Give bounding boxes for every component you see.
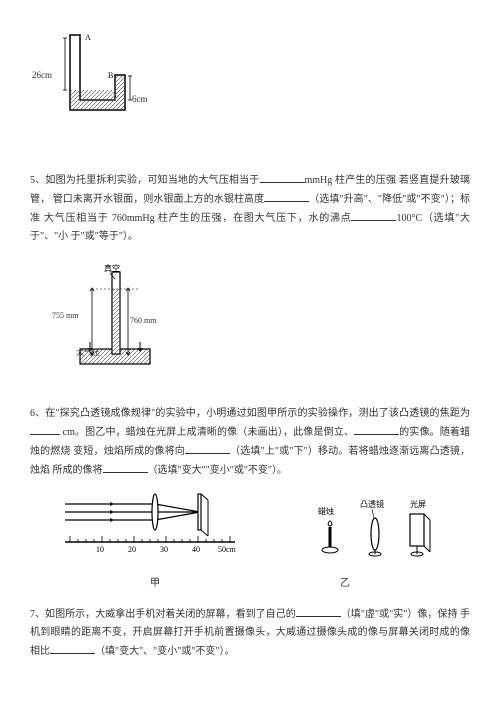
candle-label: 蜡烛 bbox=[318, 506, 334, 516]
q6-text-1: 6、在"探究凸透镜成像规律"的实验中，小明通过如图甲所示的实验操作，测出了该凸透… bbox=[30, 408, 470, 419]
svg-text:50cm: 50cm bbox=[218, 545, 237, 554]
blank-q6-3 bbox=[185, 442, 230, 454]
q6-text-2: cm。图乙中，蜡烛在光屏上成清晰的像（未画出），此像是倒立、 bbox=[63, 427, 354, 438]
blank-q6-4 bbox=[103, 461, 148, 473]
screen-label: 光屏 bbox=[410, 499, 426, 509]
height-6cm: 6cm bbox=[132, 91, 162, 107]
q5-text-5: 大气压相当于 760mmHg 柱产生的压强，在图大气压下，水的沸点 bbox=[44, 213, 351, 224]
figure-q4-utube: A B 26cm 6cm bbox=[60, 30, 470, 159]
blank-q5-2 bbox=[264, 190, 309, 202]
lens-label: 凸透镜 bbox=[360, 499, 384, 509]
blank-q6-2 bbox=[354, 423, 399, 435]
q7-text-2: （填"虚"或"实"）像，保持 bbox=[341, 609, 458, 620]
blank-q6-1 bbox=[30, 423, 60, 435]
question-7: 7、如图所示，大威拿出手机对着关闭的屏幕，看到了自己的 （填"虚"或"实"）像，保… bbox=[30, 605, 470, 661]
blank-q7-1 bbox=[296, 605, 341, 617]
figure-q6-row: 10 20 30 40 50cm 蜡烛 凸透镜 光屏 bbox=[30, 492, 470, 569]
q6-text-4: 变短，烛焰所成的像将向 bbox=[73, 446, 185, 457]
q5-text-7: 于"或"等于"）。 bbox=[71, 231, 138, 242]
question-5: 5、如图为托里拆利实验，可知当地的大气压相当于mmHg 柱产生的压强 若竖直提升… bbox=[30, 171, 470, 246]
q7-text-5: （填"变大"、"变小"或"不变"）。 bbox=[95, 646, 235, 657]
q5-text-1: 5、如图为托里拆利实验，可知当地的大气压相当于 bbox=[30, 175, 260, 186]
point-b-label: B bbox=[108, 71, 113, 80]
q6-text-6: 所成的像将 bbox=[53, 465, 103, 476]
label-yi: 乙 bbox=[340, 575, 350, 593]
q7-text-4: 相比 bbox=[30, 646, 50, 657]
label-760mm: 760 mm bbox=[130, 314, 500, 328]
question-6: 6、在"探究凸透镜成像规律"的实验中，小明通过如图甲所示的实验操作，测出了该凸透… bbox=[30, 405, 470, 480]
label-atm: 大气压 bbox=[76, 346, 486, 360]
q7-text-1: 7、如图所示，大威拿出手机对着关闭的屏幕，看到了自己的 bbox=[30, 609, 296, 620]
blank-q5-3 bbox=[351, 209, 396, 221]
figure-q5-torricelli: 真空 755 mm 760 mm 大气压 bbox=[60, 264, 470, 424]
svg-text:20: 20 bbox=[128, 545, 136, 554]
vacuum-label: 真空 bbox=[104, 264, 120, 273]
q5-text-3: 管口未离开水银面，则水银面上方的水银柱高度 bbox=[53, 194, 264, 205]
svg-text:30: 30 bbox=[160, 545, 168, 554]
figure-q6-yi: 蜡烛 凸透镜 光屏 bbox=[310, 492, 440, 569]
svg-text:10: 10 bbox=[96, 545, 104, 554]
figure-q6-jia: 10 20 30 40 50cm bbox=[60, 492, 240, 569]
point-a-label: A bbox=[85, 33, 91, 42]
blank-q5-1 bbox=[260, 171, 305, 183]
svg-text:40: 40 bbox=[192, 545, 200, 554]
figure-q6-labels: 甲 乙 bbox=[30, 575, 470, 593]
blank-q7-2 bbox=[50, 642, 95, 654]
height-26cm: 26cm bbox=[32, 67, 62, 83]
q6-text-7: （选填"变大""变小"或"不变"）。 bbox=[148, 465, 288, 476]
label-jia: 甲 bbox=[150, 575, 160, 593]
